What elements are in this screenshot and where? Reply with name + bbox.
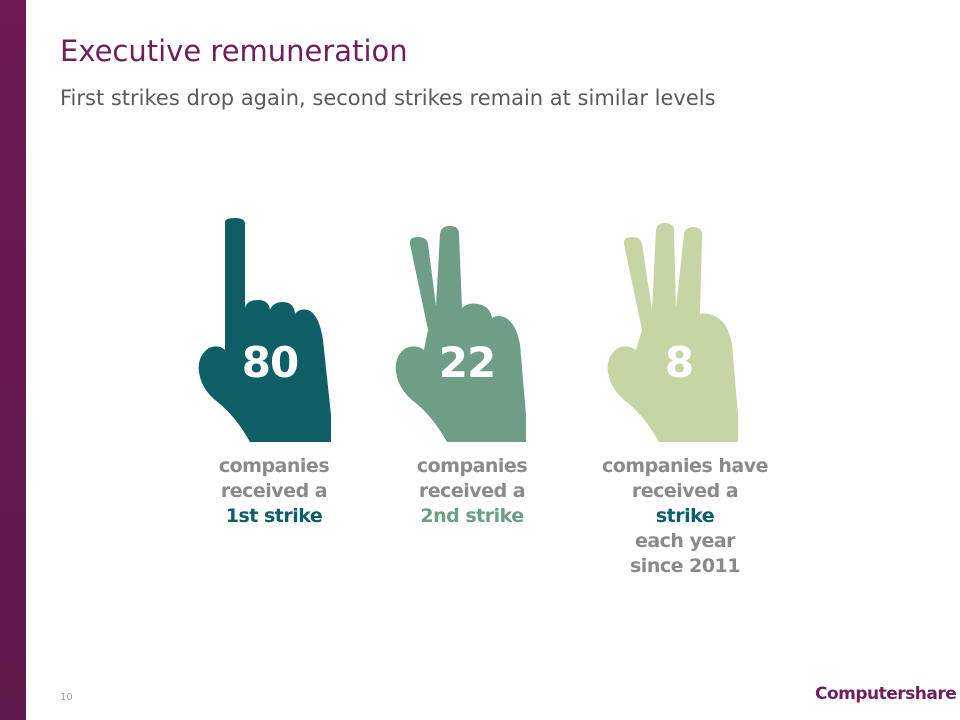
three-finger-hand-icon xyxy=(607,223,738,442)
page-number: 10 xyxy=(60,692,73,703)
stat-1-hand: 80 xyxy=(195,210,345,450)
stat-3-caption-line1: companies have xyxy=(601,455,769,477)
stat-1-highlight: 1st strike xyxy=(225,505,323,527)
stat-1-caption-line3: 1st strike xyxy=(174,504,374,529)
stat-3-caption-line3: strike each year xyxy=(585,504,785,554)
stat-2-hand: 22 xyxy=(392,210,542,450)
stat-1-value: 80 xyxy=(241,338,299,387)
stat-2-highlight: 2nd strike xyxy=(420,505,524,527)
stat-1-caption: companies received a 1st strike xyxy=(174,454,374,529)
stat-3-highlight: strike xyxy=(655,505,715,527)
page-title: Executive remuneration xyxy=(60,34,408,68)
stat-3-value: 8 xyxy=(664,338,694,387)
stat-3-caption-line4: since 2011 xyxy=(630,555,741,577)
stat-1-caption-line1: companies xyxy=(218,455,330,477)
stat-3-hand: 8 xyxy=(604,210,754,450)
one-finger-hand-icon xyxy=(198,218,331,442)
stat-3-after-highlight: each year xyxy=(634,530,736,552)
stat-2-caption-line3: 2nd strike xyxy=(372,504,572,529)
two-finger-hand-icon xyxy=(395,226,526,442)
stat-2-caption-line2: received a xyxy=(418,480,526,502)
side-accent-bar xyxy=(0,0,26,720)
stat-3-caption: companies have received a strike each ye… xyxy=(585,454,785,579)
page-subtitle: First strikes drop again, second strikes… xyxy=(60,86,716,110)
stat-2-caption-line1: companies xyxy=(416,455,528,477)
stat-1-caption-line2: received a xyxy=(220,480,328,502)
stat-2-caption: companies received a 2nd strike xyxy=(372,454,572,529)
computershare-logo: Computershare xyxy=(815,684,957,704)
stat-2-value: 22 xyxy=(438,338,496,387)
stat-3-caption-line2: received a xyxy=(631,480,739,502)
